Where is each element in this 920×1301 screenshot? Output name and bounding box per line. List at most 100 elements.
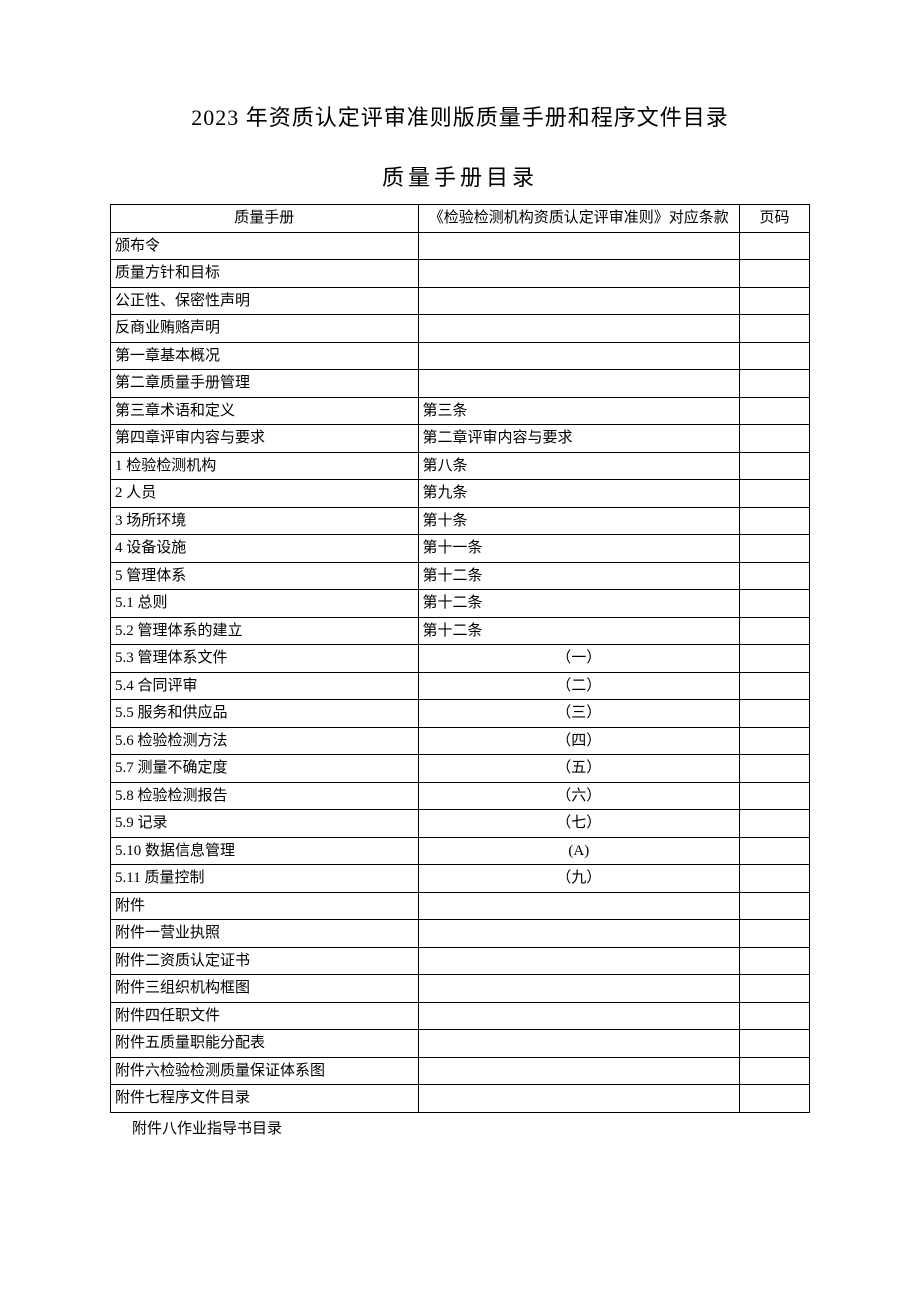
- cell-clause: （二）: [418, 672, 740, 700]
- table-row: 2 人员第九条: [111, 480, 810, 508]
- cell-page: [740, 425, 810, 453]
- cell-page: [740, 837, 810, 865]
- table-row: 附件六检验检测质量保证体系图: [111, 1057, 810, 1085]
- cell-page: [740, 287, 810, 315]
- table-row: 附件一营业执照: [111, 920, 810, 948]
- table-row: 附件五质量职能分配表: [111, 1030, 810, 1058]
- table-row: 5.8 检验检测报告（六）: [111, 782, 810, 810]
- table-row: 1 检验检测机构第八条: [111, 452, 810, 480]
- cell-manual: 2 人员: [111, 480, 419, 508]
- table-row: 3 场所环境第十条: [111, 507, 810, 535]
- cell-clause: （四）: [418, 727, 740, 755]
- cell-manual: 5.10 数据信息管理: [111, 837, 419, 865]
- cell-clause: [418, 1002, 740, 1030]
- cell-page: [740, 892, 810, 920]
- cell-clause: [418, 370, 740, 398]
- table-row: 5 管理体系第十二条: [111, 562, 810, 590]
- cell-manual: 附件一营业执照: [111, 920, 419, 948]
- cell-manual: 公正性、保密性声明: [111, 287, 419, 315]
- cell-manual: 5.5 服务和供应品: [111, 700, 419, 728]
- main-title: 2023 年资质认定评审准则版质量手册和程序文件目录: [110, 100, 810, 132]
- cell-clause: 第十一条: [418, 535, 740, 563]
- table-row: 5.2 管理体系的建立第十二条: [111, 617, 810, 645]
- cell-page: [740, 260, 810, 288]
- cell-clause: [418, 947, 740, 975]
- table-row: 5.10 数据信息管理(A): [111, 837, 810, 865]
- table-row: 附件四任职文件: [111, 1002, 810, 1030]
- table-row: 颁布令: [111, 232, 810, 260]
- table-row: 5.7 测量不确定度（五）: [111, 755, 810, 783]
- table-row: 5.9 记录（七）: [111, 810, 810, 838]
- cell-page: [740, 535, 810, 563]
- table-row: 5.1 总则第十二条: [111, 590, 810, 618]
- cell-clause: 第二章评审内容与要求: [418, 425, 740, 453]
- cell-manual: 5 管理体系: [111, 562, 419, 590]
- cell-manual: 5.4 合同评审: [111, 672, 419, 700]
- table-row: 附件二资质认定证书: [111, 947, 810, 975]
- sub-title: 质量手册目录: [110, 160, 810, 192]
- table-row: 5.3 管理体系文件（一）: [111, 645, 810, 673]
- table-row: 第二章质量手册管理: [111, 370, 810, 398]
- cell-clause: （三）: [418, 700, 740, 728]
- cell-page: [740, 975, 810, 1003]
- cell-page: [740, 1030, 810, 1058]
- cell-page: [740, 947, 810, 975]
- cell-page: [740, 397, 810, 425]
- table-row: 5.5 服务和供应品（三）: [111, 700, 810, 728]
- cell-manual: 5.11 质量控制: [111, 865, 419, 893]
- cell-manual: 附件二资质认定证书: [111, 947, 419, 975]
- cell-manual: 附件五质量职能分配表: [111, 1030, 419, 1058]
- cell-clause: （六）: [418, 782, 740, 810]
- cell-page: [740, 232, 810, 260]
- table-header-row: 质量手册 《检验检测机构资质认定评审准则》对应条款 页码: [111, 205, 810, 233]
- cell-manual: 3 场所环境: [111, 507, 419, 535]
- cell-page: [740, 562, 810, 590]
- table-row: 附件: [111, 892, 810, 920]
- cell-manual: 第二章质量手册管理: [111, 370, 419, 398]
- cell-clause: 第九条: [418, 480, 740, 508]
- cell-clause: [418, 1030, 740, 1058]
- cell-clause: [418, 1057, 740, 1085]
- cell-clause: [418, 975, 740, 1003]
- cell-manual: 5.9 记录: [111, 810, 419, 838]
- cell-manual: 第三章术语和定义: [111, 397, 419, 425]
- cell-page: [740, 617, 810, 645]
- cell-clause: [418, 892, 740, 920]
- cell-clause: [418, 342, 740, 370]
- cell-manual: 4 设备设施: [111, 535, 419, 563]
- cell-page: [740, 1002, 810, 1030]
- cell-clause: [418, 920, 740, 948]
- cell-clause: (A): [418, 837, 740, 865]
- cell-page: [740, 865, 810, 893]
- table-row: 5.11 质量控制（九）: [111, 865, 810, 893]
- header-col3: 页码: [740, 205, 810, 233]
- cell-page: [740, 507, 810, 535]
- cell-page: [740, 672, 810, 700]
- table-body: 颁布令质量方针和目标公正性、保密性声明反商业贿赂声明第一章基本概况第二章质量手册…: [111, 232, 810, 1112]
- cell-page: [740, 645, 810, 673]
- cell-clause: [418, 232, 740, 260]
- cell-page: [740, 782, 810, 810]
- cell-clause: （九）: [418, 865, 740, 893]
- cell-manual: 第一章基本概况: [111, 342, 419, 370]
- header-col1: 质量手册: [111, 205, 419, 233]
- cell-manual: 5.7 测量不确定度: [111, 755, 419, 783]
- cell-clause: 第十条: [418, 507, 740, 535]
- cell-manual: 颁布令: [111, 232, 419, 260]
- header-col2: 《检验检测机构资质认定评审准则》对应条款: [418, 205, 740, 233]
- cell-clause: [418, 315, 740, 343]
- table-row: 第四章评审内容与要求第二章评审内容与要求: [111, 425, 810, 453]
- cell-clause: （五）: [418, 755, 740, 783]
- cell-manual: 5.3 管理体系文件: [111, 645, 419, 673]
- table-row: 附件三组织机构框图: [111, 975, 810, 1003]
- cell-clause: （一）: [418, 645, 740, 673]
- footer-note: 附件八作业指导书目录: [110, 1117, 810, 1138]
- cell-clause: [418, 287, 740, 315]
- cell-manual: 附件三组织机构框图: [111, 975, 419, 1003]
- cell-clause: [418, 1085, 740, 1113]
- cell-clause: 第八条: [418, 452, 740, 480]
- table-row: 第三章术语和定义第三条: [111, 397, 810, 425]
- cell-clause: 第十二条: [418, 617, 740, 645]
- cell-manual: 附件四任职文件: [111, 1002, 419, 1030]
- cell-clause: [418, 260, 740, 288]
